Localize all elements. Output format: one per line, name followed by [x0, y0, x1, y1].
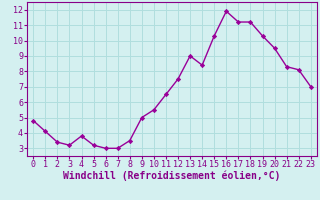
X-axis label: Windchill (Refroidissement éolien,°C): Windchill (Refroidissement éolien,°C) — [63, 171, 281, 181]
